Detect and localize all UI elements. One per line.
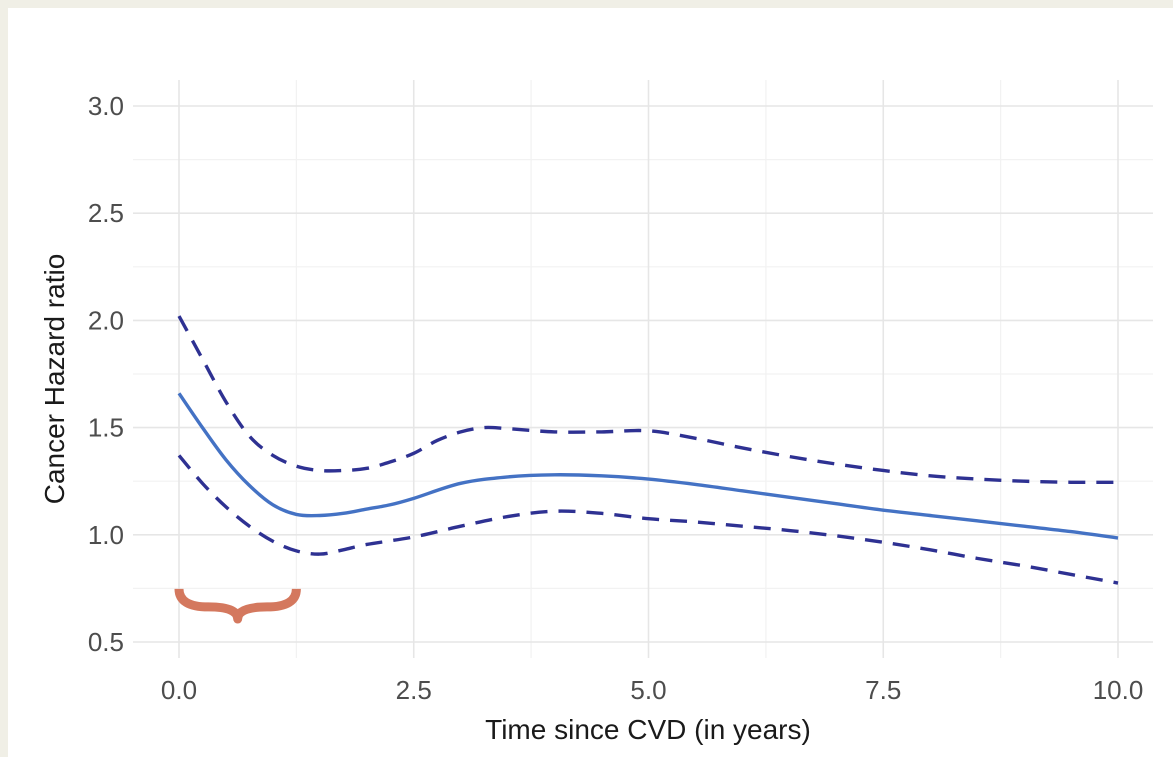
y-tick-label: 0.5 [88,627,124,657]
chart-panel: 0.5 1.0 1.5 2.0 2.5 3.0 0.0 2.5 5.0 7.5 10.0 Time… [8,8,1173,757]
x-tick-label: 7.5 [865,675,901,705]
lower-confidence-line [177,454,1119,585]
hazard-ratio-chart: 0.5 1.0 1.5 2.0 2.5 3.0 0.0 2.5 5.0 7.5 10.0 Time… [39,80,1153,745]
series-lines [177,315,1119,585]
grid [133,80,1153,658]
upper-confidence-line [177,315,1119,485]
y-tick-label: 3.0 [88,91,124,121]
y-axis-ticks: 0.5 1.0 1.5 2.0 2.5 3.0 [88,91,124,657]
y-tick-label: 2.5 [88,198,124,228]
y-tick-label: 2.0 [88,305,124,335]
x-tick-label: 2.5 [396,675,432,705]
x-axis-title: Time since CVD (in years) [485,714,811,745]
y-axis-title: Cancer Hazard ratio [39,254,70,505]
y-tick-label: 1.5 [88,413,124,443]
curly-brace-annotation [174,588,301,624]
x-axis-ticks: 0.0 2.5 5.0 7.5 10.0 [161,675,1143,705]
y-tick-label: 1.0 [88,520,124,550]
annotation [174,588,301,624]
x-tick-label: 5.0 [630,675,666,705]
x-tick-label: 10.0 [1093,675,1144,705]
hazard-ratio-estimate-line [177,392,1119,540]
x-tick-label: 0.0 [161,675,197,705]
